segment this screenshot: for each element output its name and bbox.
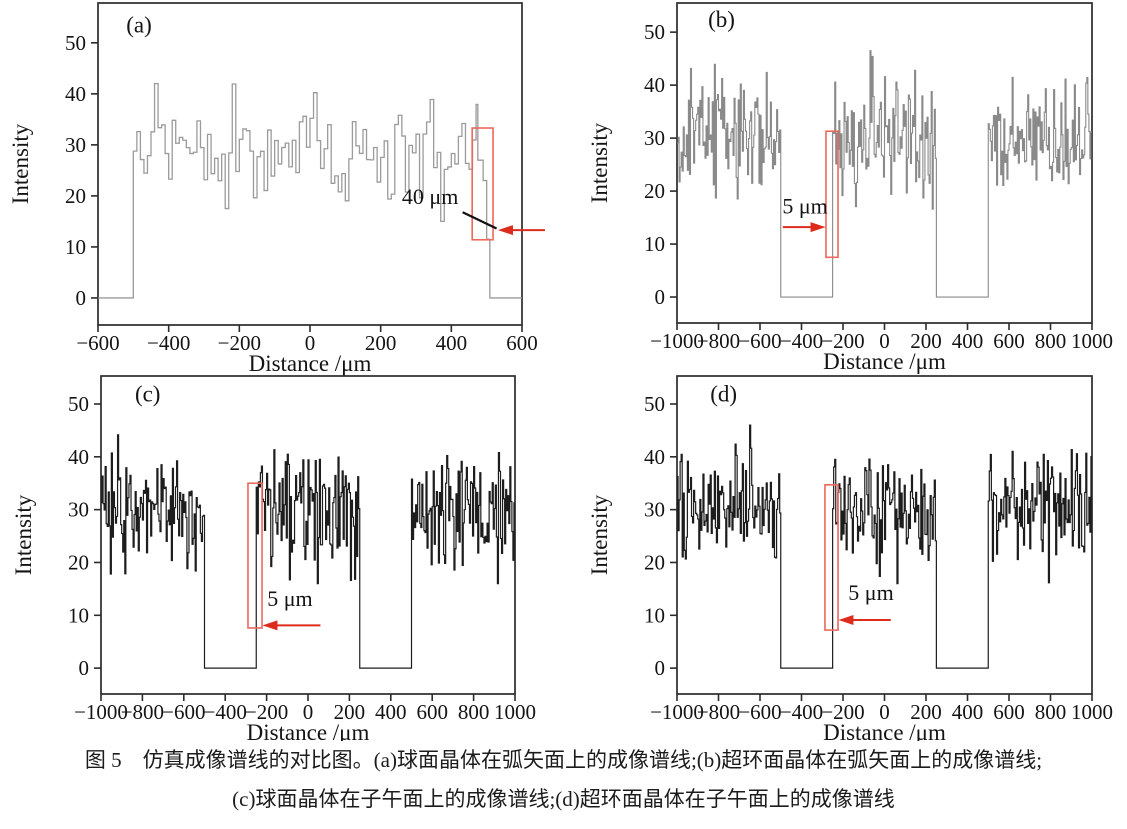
annotation-arrowhead: [810, 222, 826, 233]
y-tick-label: 20: [65, 184, 86, 208]
panel-label: (c): [135, 381, 161, 406]
x-tick-label: −600: [738, 329, 781, 353]
caption-line-2: (c)球面晶体在子午面上的成像谱线;(d)超环面晶体在子午面上的成像谱线: [232, 787, 895, 811]
y-axis-title: Intensity: [8, 123, 33, 204]
x-tick-label: −1000: [650, 700, 704, 724]
y-tick-label: 40: [644, 445, 665, 469]
annotation-label: 40 μm: [402, 184, 458, 209]
x-tick-label: −400: [204, 700, 247, 724]
x-tick-label: 600: [416, 700, 448, 724]
x-tick-label: −600: [76, 331, 119, 355]
x-tick-label: 400: [952, 329, 984, 353]
x-tick-label: 0: [879, 700, 890, 724]
x-tick-label: −200: [821, 700, 864, 724]
annotation-label: 5 μm: [848, 580, 893, 605]
y-tick-label: 30: [65, 133, 86, 157]
series-line: [98, 82, 522, 299]
panel-label: (d): [710, 381, 737, 406]
y-tick-label: 30: [644, 126, 665, 150]
x-tick-label: −200: [245, 700, 288, 724]
y-tick-label: 20: [68, 550, 89, 574]
annotation-arrowhead: [838, 615, 854, 626]
x-tick-label: 600: [993, 700, 1025, 724]
annotation-rect: [247, 482, 263, 629]
x-tick-label: 0: [303, 700, 314, 724]
y-tick-label: 40: [644, 73, 665, 97]
annotation-arrowhead: [497, 225, 513, 236]
x-axis-title: Distance /μm: [249, 351, 372, 376]
x-tick-label: 1000: [494, 700, 536, 724]
y-tick-label: 0: [79, 656, 90, 680]
series-line: [101, 434, 515, 669]
y-tick-label: 30: [644, 498, 665, 522]
x-axis-title: Distance /μm: [823, 720, 946, 741]
y-tick-label: 50: [644, 392, 665, 416]
y-tick-label: 50: [65, 31, 86, 55]
x-tick-label: 1000: [1071, 329, 1113, 353]
series-line: [677, 50, 1092, 298]
y-tick-label: 50: [68, 392, 89, 416]
y-tick-label: 0: [76, 286, 87, 310]
x-tick-label: 800: [1035, 329, 1067, 353]
y-tick-label: 30: [68, 498, 89, 522]
y-tick-label: 40: [65, 82, 86, 106]
x-tick-label: −1000: [650, 329, 704, 353]
x-tick-label: 0: [305, 331, 316, 355]
x-tick-label: −200: [821, 329, 864, 353]
x-tick-label: −1000: [74, 700, 128, 724]
annotation-label: 5 μm: [267, 586, 312, 611]
x-tick-label: 200: [910, 329, 942, 353]
annotation-rect: [825, 130, 839, 259]
series-line: [677, 424, 1092, 669]
x-tick-label: 200: [365, 331, 397, 355]
x-tick-label: 200: [334, 700, 366, 724]
x-axis-title: Distance /μm: [823, 349, 946, 374]
x-tick-label: −400: [780, 700, 823, 724]
y-tick-label: 20: [644, 179, 665, 203]
x-tick-label: 600: [993, 329, 1025, 353]
panel-label: (b): [708, 7, 735, 32]
annotation-rect: [824, 484, 839, 631]
x-tick-label: −800: [697, 329, 740, 353]
x-tick-label: −800: [697, 700, 740, 724]
panel-label: (a): [126, 13, 152, 38]
x-tick-label: 400: [375, 700, 407, 724]
annotation-label: 5 μm: [782, 193, 827, 218]
y-tick-label: 10: [644, 603, 665, 627]
y-tick-label: 20: [644, 550, 665, 574]
x-tick-label: 800: [458, 700, 490, 724]
x-tick-label: 400: [436, 331, 468, 355]
x-tick-label: 600: [506, 331, 538, 355]
leader-line: [462, 211, 498, 230]
annotation-rect: [471, 127, 494, 241]
x-tick-label: 0: [879, 329, 890, 353]
figure-caption: 图 5 仿真成像谱线的对比图。(a)球面晶体在弧矢面上的成像谱线;(b)超环面晶…: [0, 741, 1127, 819]
x-tick-label: 200: [910, 700, 942, 724]
x-tick-label: −600: [162, 700, 205, 724]
x-axis-title: Distance /μm: [247, 720, 370, 741]
y-tick-label: 10: [65, 235, 86, 259]
x-tick-label: −400: [147, 331, 190, 355]
x-tick-label: −800: [121, 700, 164, 724]
x-tick-label: −400: [780, 329, 823, 353]
y-tick-label: 50: [644, 20, 665, 44]
x-tick-label: −200: [218, 331, 261, 355]
y-tick-label: 10: [68, 603, 89, 627]
y-tick-label: 10: [644, 232, 665, 256]
y-axis-title: Intensity: [11, 494, 36, 575]
figure-panels: −600 −400 −200 0 200 400 60001020304050Distanc…: [8, 2, 1113, 741]
x-tick-label: −600: [738, 700, 781, 724]
y-tick-label: 0: [655, 656, 666, 680]
x-tick-label: 1000: [1071, 700, 1113, 724]
y-axis-title: Intensity: [587, 494, 612, 575]
y-tick-label: 0: [655, 285, 666, 309]
x-tick-label: 800: [1035, 700, 1067, 724]
caption-line-1: 图 5 仿真成像谱线的对比图。(a)球面晶体在弧矢面上的成像谱线;(b)超环面晶…: [84, 748, 1043, 772]
y-tick-label: 40: [68, 445, 89, 469]
y-axis-title: Intensity: [587, 122, 612, 203]
x-tick-label: 400: [952, 700, 984, 724]
annotation-arrowhead: [262, 620, 278, 631]
